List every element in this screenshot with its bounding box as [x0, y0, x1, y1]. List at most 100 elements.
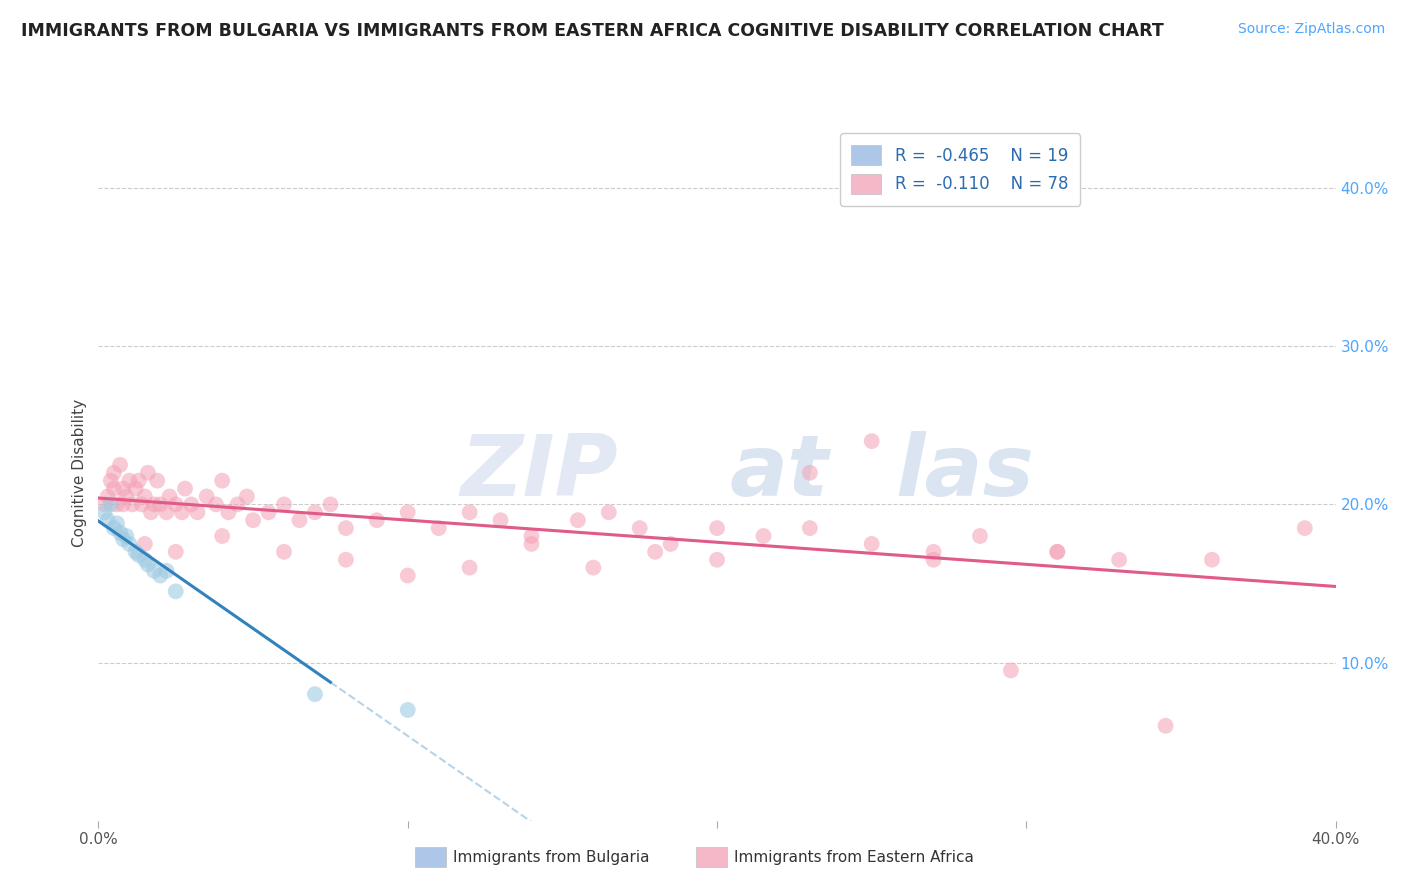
Point [143, 564, 166, 578]
Point [93, 497, 115, 511]
Point [121, 497, 143, 511]
Point [396, 703, 419, 717]
Point [922, 545, 945, 559]
Point [242, 513, 264, 527]
Point [1154, 719, 1177, 733]
Point [115, 490, 138, 504]
Point [165, 497, 187, 511]
Point [195, 490, 218, 504]
Point [366, 513, 388, 527]
Point [118, 537, 141, 551]
Point [97, 513, 120, 527]
Point [304, 687, 326, 701]
Point [165, 584, 187, 599]
Legend: R =  -0.465    N = 19, R =  -0.110    N = 78: R = -0.465 N = 19, R = -0.110 N = 78 [839, 133, 1080, 205]
Point [149, 497, 172, 511]
Point [211, 529, 233, 543]
Text: IMMIGRANTS FROM BULGARIA VS IMMIGRANTS FROM EASTERN AFRICA COGNITIVE DISABILITY : IMMIGRANTS FROM BULGARIA VS IMMIGRANTS F… [21, 22, 1164, 40]
Point [335, 552, 357, 567]
Point [1046, 545, 1069, 559]
Point [304, 505, 326, 519]
Point [100, 497, 122, 511]
Text: Immigrants from Bulgaria: Immigrants from Bulgaria [453, 850, 650, 864]
Point [105, 516, 128, 531]
Point [396, 505, 419, 519]
Text: ZIP: ZIP [460, 431, 619, 515]
Point [335, 521, 357, 535]
Point [136, 558, 159, 572]
Point [860, 537, 883, 551]
Point [103, 521, 125, 535]
Point [165, 545, 187, 559]
Point [170, 505, 193, 519]
Point [644, 545, 666, 559]
Text: Immigrants from Eastern Africa: Immigrants from Eastern Africa [734, 850, 974, 864]
Point [236, 490, 259, 504]
Point [180, 497, 202, 511]
Point [124, 482, 146, 496]
Point [489, 513, 512, 527]
Point [155, 564, 177, 578]
Point [128, 474, 150, 488]
Point [1294, 521, 1316, 535]
Point [458, 560, 481, 574]
Point [582, 560, 605, 574]
Point [103, 482, 125, 496]
Point [128, 548, 150, 562]
Point [159, 490, 181, 504]
Point [105, 497, 128, 511]
Point [112, 482, 135, 496]
Point [112, 532, 135, 546]
Point [628, 521, 651, 535]
Point [288, 513, 311, 527]
Point [186, 505, 208, 519]
Point [706, 521, 728, 535]
Point [396, 568, 419, 582]
Point [659, 537, 682, 551]
Point [319, 497, 342, 511]
Point [799, 466, 821, 480]
Point [520, 537, 543, 551]
Point [174, 482, 197, 496]
Point [567, 513, 589, 527]
Point [922, 552, 945, 567]
Point [93, 505, 115, 519]
Point [752, 529, 775, 543]
Point [134, 552, 156, 567]
Point [799, 521, 821, 535]
Point [146, 474, 169, 488]
Point [706, 552, 728, 567]
Point [1000, 664, 1022, 678]
Point [427, 521, 450, 535]
Point [1201, 552, 1223, 567]
Point [136, 466, 159, 480]
Text: Source: ZipAtlas.com: Source: ZipAtlas.com [1237, 22, 1385, 37]
Point [112, 497, 135, 511]
Point [108, 525, 131, 540]
Point [598, 505, 620, 519]
Point [226, 497, 249, 511]
Point [139, 505, 162, 519]
Text: las: las [896, 431, 1033, 515]
Point [124, 545, 146, 559]
Point [860, 434, 883, 449]
Point [257, 505, 280, 519]
Point [100, 474, 122, 488]
Point [969, 529, 991, 543]
Point [217, 505, 239, 519]
Point [134, 537, 156, 551]
Point [143, 497, 166, 511]
Point [211, 474, 233, 488]
Point [1046, 545, 1069, 559]
Point [520, 529, 543, 543]
Point [134, 490, 156, 504]
Point [273, 545, 295, 559]
Point [108, 458, 131, 472]
Point [205, 497, 228, 511]
Y-axis label: Cognitive Disability: Cognitive Disability [72, 399, 87, 547]
Point [149, 568, 172, 582]
Point [458, 505, 481, 519]
Point [103, 466, 125, 480]
Text: at: at [730, 431, 828, 515]
Point [97, 490, 120, 504]
